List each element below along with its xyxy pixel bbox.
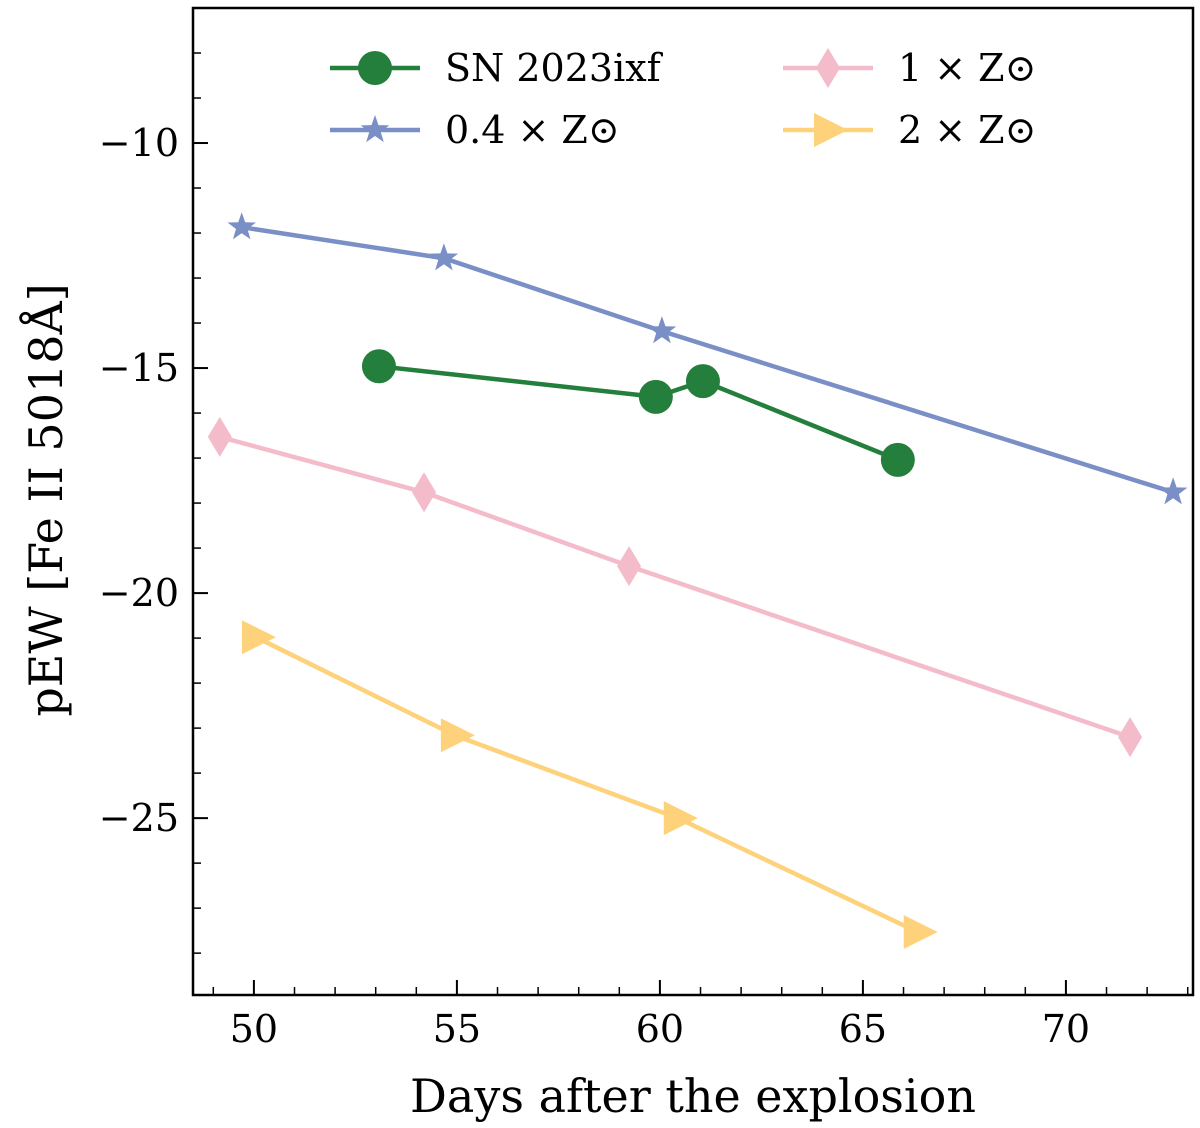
series-line bbox=[241, 224, 1174, 495]
diamond-marker bbox=[816, 48, 840, 88]
series-line bbox=[254, 635, 919, 935]
legend-item: 0.4 × Z⊙ bbox=[330, 108, 620, 152]
y-tick-label: −15 bbox=[99, 346, 179, 390]
y-tick-label: −20 bbox=[99, 571, 179, 615]
axes-layer: 50 55 60 65 70 −10 −15 −20 −25 bbox=[99, 6, 1195, 1051]
x-tick-label: 65 bbox=[839, 1007, 887, 1051]
series-3 bbox=[241, 620, 938, 949]
series-0 bbox=[361, 349, 915, 477]
x-tick-label: 55 bbox=[433, 1007, 481, 1051]
diamond-marker bbox=[412, 472, 437, 513]
triangle-marker bbox=[903, 914, 938, 949]
star-marker bbox=[227, 212, 256, 240]
series-2 bbox=[207, 416, 1143, 758]
legend-item: 2 × Z⊙ bbox=[783, 108, 1036, 152]
series-1 bbox=[227, 212, 1188, 505]
y-tick-label: −25 bbox=[99, 796, 179, 840]
legend-label: 0.4 × Z⊙ bbox=[445, 108, 620, 152]
star-marker bbox=[429, 243, 459, 271]
legend-item: 1 × Z⊙ bbox=[783, 46, 1036, 90]
diamond-marker bbox=[207, 416, 232, 457]
triangle-marker bbox=[241, 620, 276, 655]
x-tick-label: 70 bbox=[1042, 1007, 1090, 1051]
circle-marker bbox=[638, 379, 673, 414]
diamond-marker bbox=[617, 546, 642, 587]
x-axis-label: Days after the explosion bbox=[410, 1069, 976, 1123]
circle-marker bbox=[685, 364, 720, 399]
star-marker bbox=[647, 316, 677, 344]
x-tick-label: 50 bbox=[230, 1007, 278, 1051]
circle-marker bbox=[358, 51, 392, 85]
triangle-marker bbox=[663, 801, 698, 836]
diamond-marker bbox=[1118, 717, 1143, 758]
plot-frame bbox=[191, 6, 1195, 997]
triangle-marker bbox=[814, 113, 848, 147]
y-axis-label: pEW [Fe II 5018Å] bbox=[18, 283, 73, 716]
legend-label: 1 × Z⊙ bbox=[898, 46, 1036, 90]
x-tick-label: 60 bbox=[636, 1007, 684, 1051]
triangle-marker bbox=[440, 718, 475, 753]
legend-item: SN 2023ixf bbox=[330, 46, 664, 90]
star-marker bbox=[1158, 477, 1188, 505]
series-line bbox=[378, 364, 899, 462]
y-tick-label: −10 bbox=[99, 121, 179, 165]
circle-marker bbox=[880, 442, 915, 477]
legend-label: SN 2023ixf bbox=[445, 46, 664, 90]
legend: SN 2023ixf 0.4 × Z⊙ 1 × Z⊙ 2 × Z⊙ bbox=[330, 46, 1036, 152]
series-line bbox=[219, 434, 1131, 740]
circle-marker bbox=[361, 349, 396, 384]
legend-label: 2 × Z⊙ bbox=[898, 108, 1036, 152]
series-layer bbox=[207, 212, 1188, 949]
star-marker bbox=[360, 115, 390, 143]
